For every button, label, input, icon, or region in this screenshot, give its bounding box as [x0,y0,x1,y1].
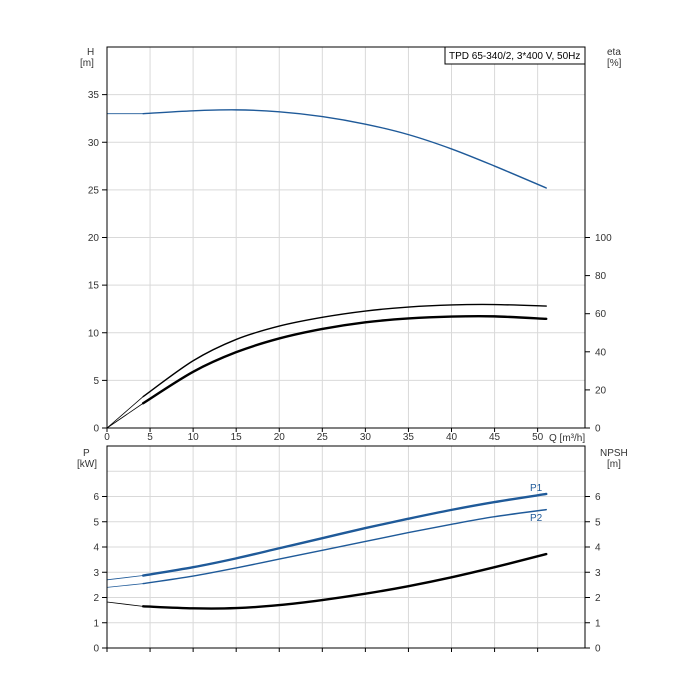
bottom-series-p1-extrapolation [106,575,144,581]
p-axis-tick-label: 1 [93,618,99,629]
top-plot-series [106,109,548,429]
p-axis-label: P [83,448,90,459]
h-axis-tick-label: 35 [88,90,100,101]
eta-axis-tick-label: 60 [595,309,607,320]
x-axis-tick-label: 15 [231,432,243,443]
bottom-left-axis-ticks: 0 1 2 3 4 5 6 [93,492,107,655]
eta-axis-tick-label: 40 [595,347,607,358]
x-axis-tick-label: 35 [403,432,415,443]
x-axis-tick-label: 30 [360,432,372,443]
x-axis-tick-label: 25 [317,432,329,443]
eta-axis-tick-label: 0 [595,424,601,435]
eta-axis-tick-label: 20 [595,385,607,396]
bottom-series-2-extrapolation [106,601,144,607]
npsh-axis-unit: [m] [607,459,621,470]
npsh-axis-tick-label: 6 [595,492,601,503]
top-left-axis-ticks: 0 5 10 15 20 25 30 35 [88,90,107,435]
npsh-axis-tick-label: 2 [595,593,601,604]
x-axis-tick-label: 45 [489,432,501,443]
top-series-2-line [141,314,548,405]
h-axis-tick-label: 5 [93,376,99,387]
x-axis-tick-label: 10 [188,432,200,443]
bottom-series-p1-line [141,492,548,577]
p-axis-tick-label: 5 [93,517,99,528]
npsh-axis-tick-label: 0 [595,644,601,655]
x-axis-label: Q [m³/h] [549,433,585,444]
bottom-plot-series [106,492,548,610]
p-axis-tick-label: 3 [93,568,99,579]
top-series-1-extrapolation [106,396,144,429]
bottom-series-p2-extrapolation [106,583,144,588]
bottom-series-p2-line [142,508,547,585]
top-series-1-line [142,303,547,398]
chart-title: TPD 65-340/2, 3*400 V, 50Hz [449,51,580,62]
h-axis-tick-label: 15 [88,281,100,292]
h-axis-tick-label: 0 [93,424,99,435]
h-axis-label: H [87,47,94,58]
top-series-2-extrapolation [106,402,144,429]
p1-series-label: P1 [530,483,543,494]
h-axis-tick-label: 25 [88,185,100,196]
bottom-plot-grid [107,446,585,648]
top-right-axis-ticks: 0 20 40 60 80 100 [585,233,612,435]
x-axis-ticks: 0 5 10 15 20 25 30 35 40 45 50 [104,428,544,652]
npsh-axis-tick-label: 3 [595,568,601,579]
h-axis-tick-label: 20 [88,233,100,244]
top-series-0-line [142,109,547,189]
npsh-axis-label: NPSH [600,448,628,459]
p2-series-label: P2 [530,513,543,524]
bottom-right-axis-ticks: 0 1 2 3 4 5 6 [585,492,601,655]
npsh-axis-tick-label: 5 [595,517,601,528]
eta-axis-tick-label: 80 [595,271,607,282]
p-axis-unit: [kW] [77,459,97,470]
x-axis-tick-label: 20 [274,432,286,443]
h-axis-tick-label: 10 [88,328,100,339]
eta-axis-label: eta [607,47,621,58]
npsh-axis-tick-label: 1 [595,618,601,629]
eta-axis-unit: [%] [607,58,622,69]
p-axis-tick-label: 0 [93,644,99,655]
x-axis-tick-label: 0 [104,432,110,443]
bottom-series-2-line [141,552,548,610]
h-axis-tick-label: 30 [88,138,100,149]
eta-axis-tick-label: 100 [595,233,612,244]
h-axis-unit: [m] [80,58,94,69]
legend-box [444,46,586,65]
x-axis-tick-label: 40 [446,432,458,443]
x-axis-tick-label: 5 [147,432,153,443]
p-axis-tick-label: 2 [93,593,99,604]
p-axis-tick-label: 4 [93,543,99,554]
p-axis-tick-label: 6 [93,492,99,503]
npsh-axis-tick-label: 4 [595,543,601,554]
x-axis-tick-label: 50 [532,432,544,443]
